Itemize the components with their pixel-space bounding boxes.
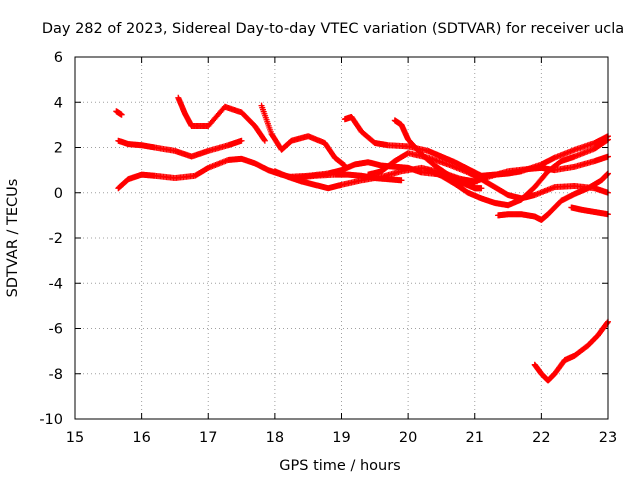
x-tick-label: 16 <box>132 430 150 446</box>
y-tick-label: 4 <box>54 95 63 111</box>
chart-title: Day 282 of 2023, Sidereal Day-to-day VTE… <box>42 21 624 37</box>
data-point <box>398 177 405 184</box>
x-tick-label: 20 <box>399 430 417 446</box>
series-track-m <box>568 204 611 218</box>
grid-lines <box>75 57 608 419</box>
y-tick-label: 0 <box>54 186 63 202</box>
x-axis-label: GPS time / hours <box>279 458 400 474</box>
data-point <box>118 111 125 118</box>
x-tick-label: 23 <box>599 430 617 446</box>
data-point <box>261 137 268 144</box>
y-tick-label: 2 <box>54 141 63 157</box>
series-track-k <box>425 136 611 209</box>
y-tick-label: -4 <box>49 276 63 292</box>
series-track-n <box>531 318 611 384</box>
y-tick-label: -8 <box>49 367 63 383</box>
series-track-d <box>175 94 268 144</box>
series-track-h <box>341 113 611 179</box>
y-tick-label: 6 <box>54 50 63 66</box>
series-track-b <box>115 137 245 160</box>
series-track-l <box>495 170 611 223</box>
y-tick-label: -2 <box>49 231 63 247</box>
y-tick-label: -6 <box>49 322 63 338</box>
data-point <box>604 319 611 326</box>
data-point <box>261 136 268 143</box>
x-tick-label: 22 <box>532 430 550 446</box>
series-track-e <box>258 102 348 169</box>
y-axis-label: SDTVAR / TECUs <box>5 179 21 298</box>
x-tick-label: 19 <box>332 430 350 446</box>
plot-frame <box>74 56 609 420</box>
series-track-j <box>365 150 611 202</box>
series-track-a <box>113 108 125 118</box>
y-tick-label: -10 <box>39 412 63 428</box>
x-tick-label: 18 <box>266 430 284 446</box>
x-tick-label: 15 <box>66 430 84 446</box>
x-tick-label: 17 <box>199 430 217 446</box>
axis-ticks: 15 16 17 18 19 20 21 22 23 -10 -8 -6 -4 -2 0 2 4 6 <box>39 50 617 446</box>
data-point <box>238 137 245 144</box>
x-tick-label: 21 <box>466 430 484 446</box>
data-points <box>113 94 611 384</box>
data-point <box>478 185 485 192</box>
